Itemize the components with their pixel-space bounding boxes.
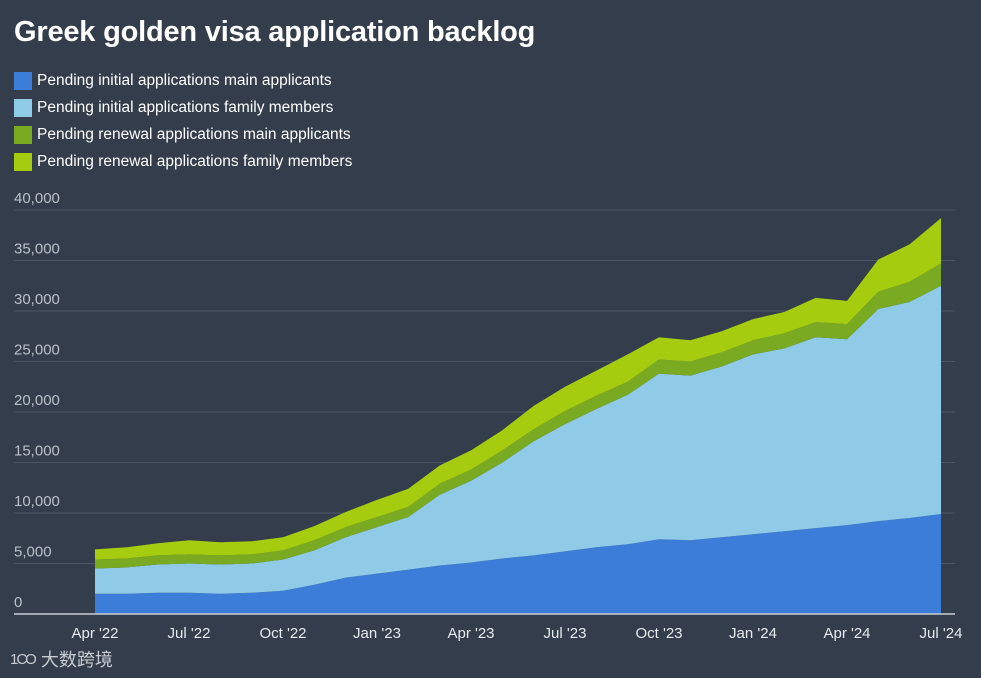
legend-swatch <box>14 71 32 90</box>
legend-label: Pending initial applications family memb… <box>37 98 334 116</box>
x-tick-label: Jul '24 <box>920 625 963 642</box>
x-tick-label: Jul '22 <box>168 625 211 642</box>
legend-item: Pending renewal applications family memb… <box>14 148 352 175</box>
series-area <box>95 285 941 594</box>
legend-swatch <box>14 152 32 171</box>
x-tick-label: Apr '24 <box>823 625 870 642</box>
x-tick-label: Jul '23 <box>544 625 587 642</box>
legend-label: Pending renewal applications main applic… <box>37 125 351 143</box>
chart-legend: Pending initial applications main applic… <box>14 67 352 175</box>
chart-title: Greek golden visa application backlog <box>14 16 536 48</box>
legend-item: Pending renewal applications main applic… <box>14 121 352 148</box>
y-tick-label: 10,000 <box>14 493 60 510</box>
legend-item: Pending initial applications main applic… <box>14 67 352 94</box>
y-tick-label: 20,000 <box>14 392 60 409</box>
x-tick-label: Apr '22 <box>71 625 118 642</box>
legend-swatch <box>14 98 32 117</box>
y-tick-label: 5,000 <box>14 544 52 561</box>
x-tick-label: Apr '23 <box>447 625 494 642</box>
y-tick-label: 15,000 <box>14 443 60 460</box>
legend-swatch <box>14 125 32 144</box>
y-tick-label: 40,000 <box>14 190 60 207</box>
legend-item: Pending initial applications family memb… <box>14 94 352 121</box>
x-tick-label: Oct '22 <box>259 625 306 642</box>
y-tick-label: 35,000 <box>14 241 60 258</box>
series-area <box>95 514 941 614</box>
watermark-text: 大数跨境 <box>40 650 113 670</box>
x-tick-label: Oct '23 <box>635 625 682 642</box>
legend-label: Pending renewal applications family memb… <box>37 152 353 170</box>
x-tick-label: Jan '24 <box>729 625 777 642</box>
watermark-logo: 1CO <box>10 650 37 668</box>
watermark: 1CO 大数跨境 <box>10 646 113 672</box>
y-tick-label: 25,000 <box>14 342 60 359</box>
y-tick-label: 30,000 <box>14 291 60 308</box>
legend-label: Pending initial applications main applic… <box>37 71 332 89</box>
x-tick-label: Jan '23 <box>353 625 401 642</box>
y-tick-label: 0 <box>14 594 22 611</box>
